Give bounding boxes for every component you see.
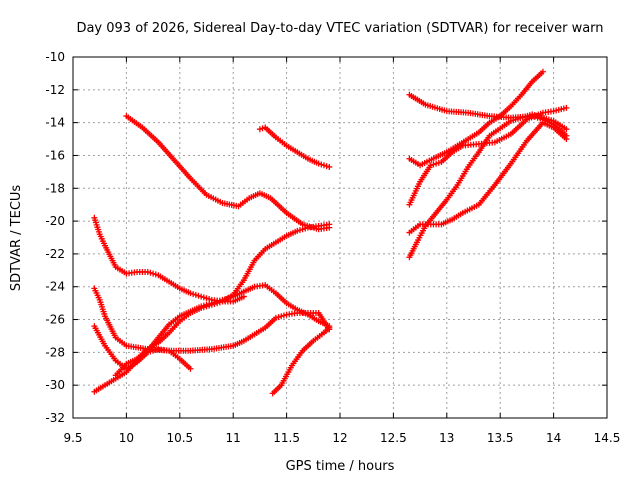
- data-point: [144, 268, 151, 275]
- x-tick-label: 12: [332, 431, 347, 445]
- data-point: [272, 314, 279, 321]
- data-point: [323, 163, 330, 170]
- data-point: [206, 302, 213, 309]
- data-point: [430, 161, 437, 168]
- data-point: [214, 300, 221, 307]
- series-arc2: [256, 124, 333, 170]
- data-point: [208, 301, 215, 308]
- data-point: [198, 305, 205, 312]
- x-tick-label: 14: [546, 431, 561, 445]
- y-tick-label: -10: [45, 50, 65, 64]
- data-point: [187, 290, 194, 297]
- data-point: [326, 324, 333, 331]
- x-tick-label: 13: [439, 431, 454, 445]
- x-tick-label: 11.5: [273, 431, 300, 445]
- data-point: [150, 347, 157, 354]
- data-point: [318, 161, 325, 168]
- data-point: [563, 126, 570, 133]
- y-tick-labels: -32 -30 -28 -26 -24 -22 -20 -18 -16 -14 -12 -10: [45, 50, 65, 425]
- data-point: [302, 225, 309, 232]
- data-point: [203, 303, 210, 310]
- y-axis-label: SDTVAR / TECUs: [9, 185, 24, 292]
- y-tick-label: -12: [45, 83, 65, 97]
- data-point: [280, 312, 287, 319]
- y-tick-label: -28: [45, 345, 65, 359]
- data-point: [195, 292, 202, 299]
- x-tick-labels: 9.5 10 10.5 11 11.5 12 12.5 13 13.5 14 14.5: [63, 431, 620, 445]
- data-point: [211, 300, 218, 307]
- data-series: [91, 68, 570, 397]
- series-arc11: [406, 104, 570, 208]
- y-tick-label: -20: [45, 214, 65, 228]
- x-tick-label: 10: [119, 431, 134, 445]
- chart-title: Day 093 of 2026, Sidereal Day-to-day VTE…: [76, 21, 603, 36]
- x-tick-label: 11: [226, 431, 241, 445]
- series-arc7: [112, 221, 333, 379]
- data-point: [326, 163, 333, 170]
- data-point: [326, 221, 333, 228]
- y-tick-label: -18: [45, 181, 65, 195]
- data-point: [190, 291, 197, 298]
- data-point: [296, 227, 303, 234]
- data-point: [427, 162, 434, 169]
- y-tick-label: -22: [45, 247, 65, 261]
- data-point: [435, 159, 442, 166]
- data-point: [315, 160, 322, 167]
- series-arc3: [91, 214, 247, 305]
- data-point: [187, 365, 194, 372]
- data-point: [216, 299, 223, 306]
- data-point: [294, 227, 301, 234]
- data-point: [275, 314, 282, 321]
- y-tick-label: -14: [45, 116, 65, 130]
- x-tick-label: 14.5: [594, 431, 621, 445]
- series-arc10: [406, 68, 546, 169]
- data-point: [152, 346, 159, 353]
- data-point: [278, 313, 285, 320]
- y-tick-label: -30: [45, 378, 65, 392]
- data-point: [152, 271, 159, 278]
- data-point: [256, 126, 263, 133]
- y-tick-label: -16: [45, 148, 65, 162]
- data-point: [539, 68, 546, 75]
- series-arc13: [406, 111, 570, 261]
- data-point: [320, 162, 327, 169]
- plot-frame: [72, 56, 608, 419]
- data-point: [563, 136, 570, 143]
- y-tick-label: -32: [45, 411, 65, 425]
- data-point: [200, 304, 207, 311]
- data-point: [299, 226, 306, 233]
- data-point: [433, 160, 440, 167]
- data-point: [192, 291, 199, 298]
- x-axis-label: GPS time / hours: [286, 459, 395, 474]
- series-arc12: [406, 119, 570, 236]
- x-tick-label: 13.5: [487, 431, 514, 445]
- series-arc4: [91, 285, 333, 354]
- series-arc8: [269, 324, 333, 397]
- y-tick-label: -24: [45, 280, 65, 294]
- x-tick-label: 9.5: [63, 431, 82, 445]
- data-point: [203, 295, 210, 302]
- data-point: [150, 270, 157, 277]
- data-point: [563, 104, 570, 111]
- data-point: [200, 294, 207, 301]
- data-point: [259, 125, 266, 132]
- x-tick-label: 10.5: [166, 431, 193, 445]
- y-tick-label: -26: [45, 313, 65, 327]
- data-point: [198, 293, 205, 300]
- data-point: [147, 269, 154, 276]
- x-tick-label: 12.5: [380, 431, 407, 445]
